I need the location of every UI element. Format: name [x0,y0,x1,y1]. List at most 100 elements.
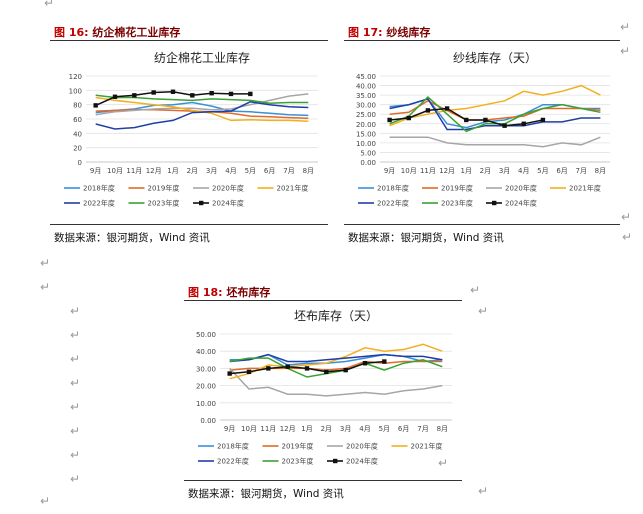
legend-label: 2023年度 [441,199,473,208]
data-point-marker [382,359,387,364]
data-point-marker [248,91,253,97]
chart-title: 坯布库存（天） [294,308,378,323]
figure-16-bottom-rule [50,224,328,225]
data-point-marker [502,123,507,128]
figure-17-chart: 纱线库存（天） 0.00 5.00 10.00 15.00 20.00 25.00 30.00… [344,44,620,220]
x-tick-label: 6月 [556,167,567,175]
y-tick-label: 45.00 [356,73,376,81]
legend-label: 2020年度 [346,442,378,451]
paragraph-mark: ↵ [40,280,51,294]
figure-18-source: 数据来源：银河期货，Wind 资讯 [188,488,344,500]
legend-label: 2024年度 [346,457,378,466]
x-tick-label: 8月 [595,167,606,175]
figure-name: 纱线库存 [386,26,431,39]
series-line [229,367,443,397]
data-point-marker [112,94,118,99]
figure-16-chart: 纺企棉花工业库存 0 20 40 60 80 100 120 9月 10月 11月 12月 1月 2月 3月… [50,44,328,220]
paragraph-mark: ↵ [622,230,633,244]
data-point-marker [406,115,411,121]
x-tick-label: 11月 [260,425,276,433]
paragraph-mark: ↵ [470,283,481,297]
series-line [95,94,309,104]
x-tick-label: 9月 [90,167,101,175]
figure-17-bottom-rule [344,224,620,225]
x-tick-label: 11月 [420,167,436,175]
series-line [229,357,443,378]
figure-label: 图 16: [54,26,89,39]
data-point-marker [132,93,137,98]
legend-label: 2018年度 [377,184,409,193]
x-tick-label: 8月 [303,167,314,175]
data-point-marker [464,117,469,123]
x-tick-label: 8月 [437,425,448,433]
data-point-marker [324,369,329,375]
x-tick-label: 2月 [321,425,332,433]
data-point-marker [151,90,156,95]
legend-label: 2022年度 [217,457,249,466]
figure-18-chart: 坯布库存（天） 0.00 10.00 20.00 30.00 40.00 50.00 9月 10… [184,302,462,478]
chart-svg: 纺企棉花工业库存 0 20 40 60 80 100 120 9月 10月 11月 12月 1月 2月 3月… [64,50,318,208]
data-point-marker [304,366,310,371]
series-line [229,343,443,380]
y-tick-label: 35.00 [356,92,376,100]
x-tick-label: 5月 [245,167,256,175]
x-tick-label: 3月 [340,425,351,433]
y-tick-label: 0.00 [200,417,216,425]
data-point-marker [246,369,252,375]
data-point-marker [285,364,290,369]
x-tick-label: 5月 [537,167,548,175]
y-tick-label: 40.00 [356,83,376,91]
data-point-marker [227,371,232,376]
data-point-marker [228,91,234,97]
legend-label: 2020年度 [212,184,244,193]
x-tick-label: 1月 [301,425,312,433]
paragraph-mark: ↵ [70,400,81,414]
legend-label: 2024年度 [505,199,537,208]
data-point-marker [170,89,176,94]
paragraph-mark: ↵ [70,352,81,366]
figure-17-top-rule [344,40,620,41]
legend-label: 2024年度 [212,199,244,208]
series-line [229,353,443,363]
legend-label: 2021年度 [569,184,601,193]
y-tick-label: 25.00 [356,111,376,119]
paragraph-mark: ↵ [620,44,631,58]
x-tick-label: 5月 [379,425,390,433]
y-tick-label: 20.00 [196,383,216,391]
y-tick-label: 30.00 [196,365,216,373]
legend-label: 2019年度 [441,184,473,193]
x-tick-label: 10月 [241,425,257,433]
paragraph-mark: ↵ [478,304,489,318]
x-tick-label: 4月 [225,167,236,175]
figure-16-source: 数据来源：银河期货，Wind 资讯 [54,232,210,244]
paragraph-mark: ↵ [70,424,81,438]
legend-label: 2021年度 [277,184,309,193]
chart-title: 纺企棉花工业库存 [154,50,250,65]
data-point-marker [93,103,98,108]
x-tick-label: 2月 [480,167,491,175]
figure-18-bottom-rule [184,480,462,481]
data-point-marker [209,91,214,96]
series-line [389,99,601,121]
x-tick-label: 12月 [146,167,162,175]
y-tick-label: 100 [69,87,82,95]
series-line [95,93,309,116]
x-tick-label: 3月 [499,167,510,175]
data-point-marker [425,108,431,113]
data-point-marker [483,117,488,123]
x-tick-label: 9月 [224,425,235,433]
x-tick-label: 1月 [461,167,472,175]
y-tick-label: 15.00 [356,130,376,138]
y-tick-label: 0.00 [360,159,376,167]
paragraph-mark: ↵ [70,472,81,486]
x-tick-label: 6月 [398,425,409,433]
y-tick-label: 20.00 [356,121,376,129]
legend-label: 2023年度 [148,199,180,208]
figure-16-title: 图 16: 纺企棉花工业库存 [54,24,180,40]
paragraph-mark: ↵ [621,210,632,224]
y-tick-label: 5.00 [360,149,376,157]
y-tick-label: 120 [69,73,82,81]
legend-marker [492,200,497,206]
paragraph-mark: ↵ [620,20,631,34]
